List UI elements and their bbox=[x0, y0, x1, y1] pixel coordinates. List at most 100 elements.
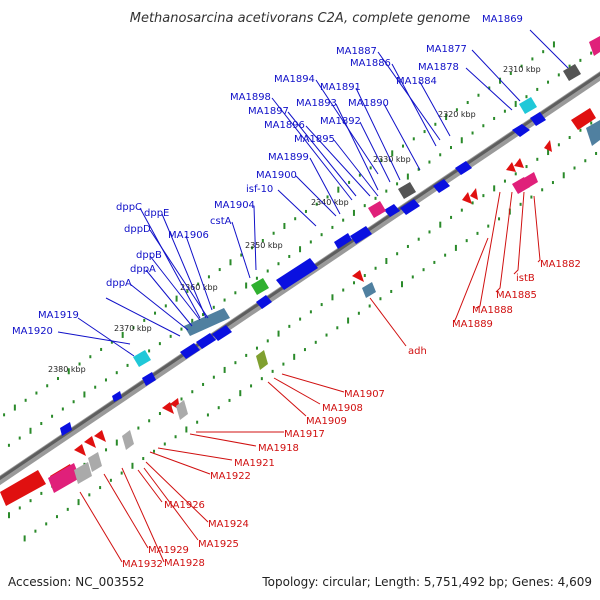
tick-mark bbox=[40, 422, 43, 426]
tick-mark bbox=[519, 202, 522, 206]
gene-arrow bbox=[180, 343, 200, 359]
gene-label: MA1929 bbox=[148, 545, 189, 556]
tick-mark bbox=[357, 311, 360, 315]
tick-mark bbox=[131, 462, 134, 469]
tick-mark bbox=[417, 237, 420, 241]
tick-mark bbox=[509, 71, 512, 75]
gene-label: dppA bbox=[106, 278, 132, 289]
tick-mark bbox=[525, 165, 528, 169]
tick-mark bbox=[584, 159, 587, 163]
tick-mark bbox=[115, 371, 118, 375]
tick-mark bbox=[299, 246, 302, 253]
tick-mark bbox=[391, 150, 394, 157]
tick-mark bbox=[260, 377, 263, 381]
tick-mark bbox=[353, 281, 356, 285]
tick-mark bbox=[525, 95, 528, 99]
tick-mark bbox=[245, 353, 248, 357]
tick-mark bbox=[197, 282, 200, 286]
tick-mark bbox=[29, 499, 32, 503]
tick-mark bbox=[445, 114, 448, 121]
tick-mark bbox=[266, 269, 269, 273]
tick-mark bbox=[590, 121, 593, 125]
gene-label: MA1898 bbox=[230, 92, 271, 103]
gene-arrow bbox=[455, 161, 472, 175]
gene-label: MA1877 bbox=[426, 44, 467, 55]
tick-mark bbox=[35, 391, 38, 395]
tick-mark bbox=[164, 304, 167, 308]
tick-mark bbox=[557, 143, 560, 147]
tick-mark bbox=[223, 366, 226, 373]
gene-arrow bbox=[512, 124, 530, 137]
tick-mark bbox=[294, 217, 297, 221]
tick-mark bbox=[158, 412, 161, 416]
tick-mark bbox=[100, 347, 103, 351]
tick-mark bbox=[499, 77, 502, 84]
tick-mark bbox=[196, 420, 199, 424]
tick-mark bbox=[153, 449, 156, 453]
tick-track bbox=[3, 41, 598, 542]
tick-mark bbox=[121, 331, 124, 338]
tick-mark bbox=[465, 239, 468, 243]
tick-mark bbox=[347, 317, 350, 324]
gene-label: MA1899 bbox=[268, 152, 309, 163]
tick-mark bbox=[186, 289, 189, 293]
gene-label: MA1917 bbox=[284, 429, 325, 440]
tick-mark bbox=[439, 153, 442, 157]
tick-mark bbox=[342, 218, 345, 222]
tick-mark bbox=[255, 346, 258, 350]
gene-label: MA1884 bbox=[396, 76, 437, 87]
tick-mark bbox=[541, 188, 544, 192]
tick-mark bbox=[337, 186, 340, 193]
tick-mark bbox=[24, 398, 27, 402]
tick-mark bbox=[212, 375, 215, 379]
tick-mark bbox=[229, 259, 232, 266]
tick-mark bbox=[380, 159, 383, 163]
tick-mark bbox=[352, 209, 355, 216]
gene-arrow bbox=[334, 233, 352, 249]
tick-mark bbox=[212, 305, 215, 309]
tick-mark bbox=[342, 288, 345, 292]
gene-label: MA1886 bbox=[350, 58, 391, 69]
tick-mark bbox=[202, 313, 205, 317]
tick-mark bbox=[7, 443, 10, 447]
gene-arrow bbox=[530, 112, 546, 126]
gene-arrow bbox=[112, 391, 122, 402]
tick-mark bbox=[374, 196, 377, 200]
tick-mark bbox=[471, 201, 474, 205]
gene-label: adh bbox=[408, 346, 427, 357]
tick-mark bbox=[55, 515, 58, 519]
tick-mark bbox=[326, 195, 329, 199]
tick-mark bbox=[590, 51, 593, 55]
tick-mark bbox=[514, 100, 517, 107]
gene-label: MA1869 bbox=[482, 14, 523, 25]
tick-mark bbox=[493, 185, 496, 192]
tick-mark bbox=[454, 244, 457, 251]
gene-label: MA1894 bbox=[274, 74, 315, 85]
gene-label: MA1922 bbox=[210, 471, 251, 482]
tick-mark bbox=[250, 384, 253, 388]
reverse-gene-labels: MA1882 istB MA1885 MA1888 MA1889 adh MA1… bbox=[122, 259, 581, 570]
gene-label: MA1909 bbox=[306, 416, 347, 427]
gene-label: dppE bbox=[144, 208, 169, 219]
gene-label: MA1892 bbox=[320, 116, 361, 127]
tick-mark bbox=[272, 231, 275, 235]
tick-mark bbox=[94, 385, 97, 389]
gene-label: MA1921 bbox=[234, 458, 275, 469]
tick-mark bbox=[154, 311, 157, 315]
tick-mark bbox=[303, 348, 306, 352]
tick-mark bbox=[109, 478, 112, 482]
tick-mark bbox=[401, 281, 404, 288]
tick-mark bbox=[174, 435, 177, 439]
tick-mark bbox=[331, 294, 334, 301]
gene-arrow bbox=[256, 295, 272, 309]
tick-mark bbox=[266, 339, 269, 343]
tick-mark bbox=[115, 439, 118, 446]
tick-mark bbox=[488, 86, 491, 90]
tick-mark bbox=[78, 362, 81, 366]
tick-mark bbox=[536, 87, 539, 91]
tick-mark bbox=[191, 318, 194, 325]
tick-mark bbox=[228, 398, 231, 402]
tick-mark bbox=[503, 179, 506, 183]
tick-mark bbox=[406, 244, 409, 248]
